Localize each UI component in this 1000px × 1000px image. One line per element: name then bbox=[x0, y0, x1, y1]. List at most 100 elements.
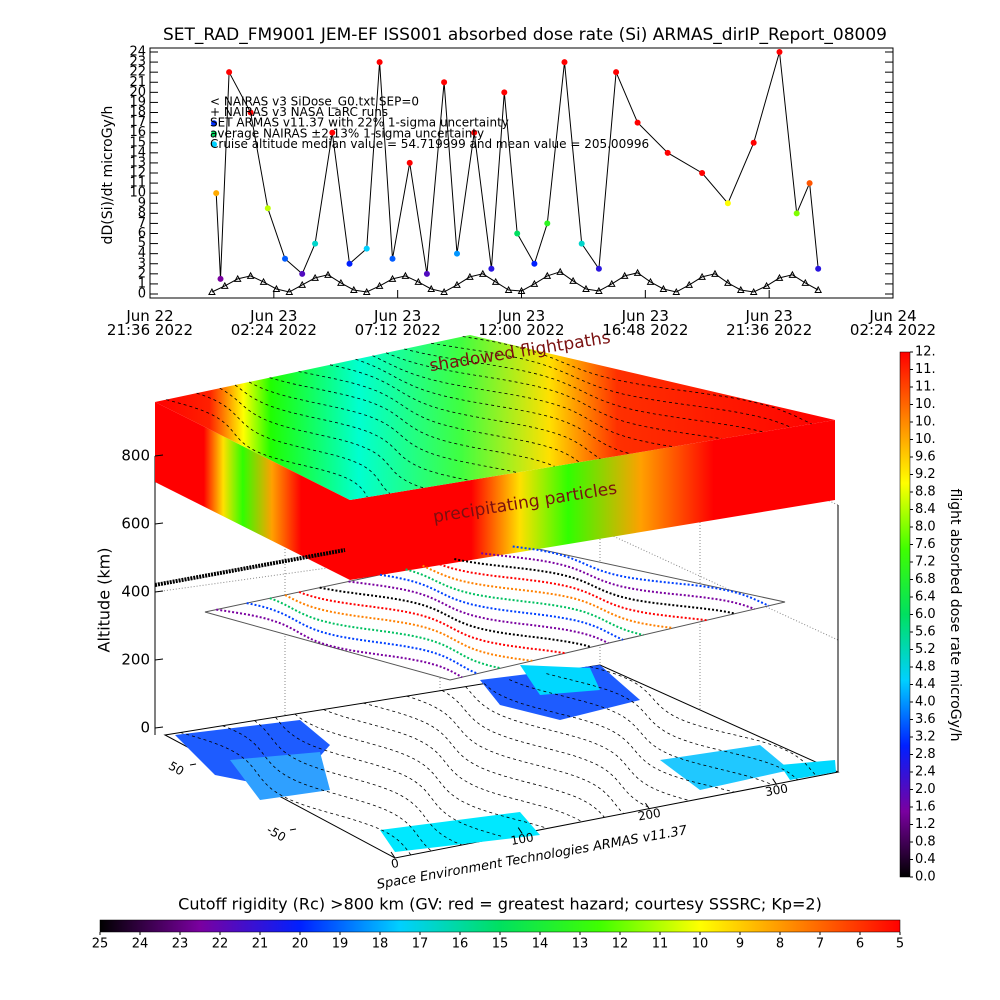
point bbox=[582, 284, 590, 292]
colorbar-tick-label: 12 bbox=[612, 937, 629, 952]
x-tick bbox=[772, 778, 778, 785]
y-tick-label: 14 bbox=[129, 145, 146, 160]
z-tick-label: 200 bbox=[121, 651, 150, 669]
point bbox=[376, 59, 383, 66]
colorbar-tick-label: 7 bbox=[816, 937, 824, 952]
flight-path bbox=[219, 387, 424, 489]
y-tick-label: 21 bbox=[129, 75, 146, 90]
flight-path bbox=[422, 564, 674, 629]
flight-path bbox=[483, 683, 735, 793]
point bbox=[466, 272, 474, 280]
point bbox=[414, 277, 423, 285]
y-tick-label: 24 bbox=[129, 45, 146, 60]
point bbox=[736, 285, 745, 293]
y-tick-label: 5 bbox=[138, 236, 146, 251]
z-tick-label: 400 bbox=[121, 583, 150, 601]
y-tick-label: 19 bbox=[129, 95, 146, 110]
point bbox=[724, 200, 731, 207]
colorbar-tick-label: 11 bbox=[652, 937, 669, 952]
point bbox=[491, 277, 500, 285]
point bbox=[659, 284, 668, 292]
y-tick-label: 3 bbox=[138, 256, 146, 271]
x-tick-label: 0 bbox=[390, 856, 400, 871]
x-tick-label: Jun 23 12:00 2022 bbox=[478, 307, 564, 339]
flight-path bbox=[166, 399, 368, 498]
colorbar-tick-label: 10. bbox=[915, 415, 936, 430]
colorbar-tick-label: 12. bbox=[915, 345, 936, 360]
flight-path bbox=[298, 591, 566, 655]
colorbar-tick-label: 3.6 bbox=[915, 712, 936, 727]
x-tick-label: 100 bbox=[510, 830, 535, 848]
z-tick-label: 600 bbox=[121, 515, 150, 533]
colorbar-tick-label: 0.0 bbox=[915, 870, 936, 885]
point bbox=[471, 129, 478, 136]
flight-path bbox=[372, 355, 674, 448]
flight-path bbox=[406, 695, 624, 814]
colorbar-tick-label: 0.4 bbox=[915, 852, 936, 867]
point bbox=[389, 255, 396, 262]
colorbar-tick-label: 0.8 bbox=[915, 835, 936, 850]
point bbox=[337, 278, 345, 286]
colorbar-tick-label: 4.8 bbox=[915, 660, 936, 675]
flight-path bbox=[269, 377, 555, 467]
point bbox=[282, 255, 289, 262]
point bbox=[478, 269, 487, 277]
colorbar-tick-label: 16 bbox=[452, 937, 469, 952]
flight-path bbox=[454, 558, 736, 615]
colorbar-tick-label: 8.8 bbox=[915, 485, 936, 500]
point bbox=[664, 149, 671, 156]
colorbar-tick-label: 7.2 bbox=[915, 555, 936, 570]
colorbar-tick-label: 7.6 bbox=[915, 537, 936, 552]
point bbox=[724, 278, 732, 286]
colorbar-tick-label: 2.4 bbox=[915, 765, 936, 780]
point bbox=[620, 271, 629, 279]
point bbox=[750, 139, 757, 146]
colorbar-tick-label: 9 bbox=[736, 937, 744, 952]
point bbox=[607, 279, 616, 287]
flight-path bbox=[275, 716, 505, 838]
ground-track bbox=[154, 548, 346, 587]
x-tick-label: 300 bbox=[764, 781, 789, 799]
x-tick bbox=[390, 851, 396, 859]
point bbox=[504, 285, 513, 293]
point bbox=[501, 89, 508, 96]
y-tick-label: 50 bbox=[166, 759, 186, 779]
colorbar-tick-label: 6 bbox=[856, 937, 864, 952]
flight-path bbox=[405, 568, 644, 636]
flight-path bbox=[246, 602, 478, 675]
flight-path bbox=[465, 686, 691, 802]
land-patches bbox=[175, 665, 836, 852]
point bbox=[272, 284, 281, 292]
point bbox=[401, 271, 410, 279]
x-tick-label: Jun 22 21:36 2022 bbox=[107, 307, 193, 339]
y-tick-label: 10 bbox=[129, 186, 146, 201]
point bbox=[672, 287, 681, 295]
colorbar-tick-label: 17 bbox=[412, 937, 429, 952]
legend-entry: average NAIRAS ±2.13% 1-sigma uncertaint… bbox=[210, 126, 484, 140]
point bbox=[220, 281, 229, 289]
point bbox=[776, 49, 783, 55]
flight-path bbox=[385, 352, 722, 440]
colorbar-tick-label: 24 bbox=[132, 937, 149, 952]
z-tick-label: 0 bbox=[140, 719, 150, 737]
point bbox=[264, 205, 271, 212]
z-tick bbox=[154, 454, 164, 457]
colorbar-title: Cutoff rigidity (Rc) >800 km (GV: red = … bbox=[178, 895, 822, 914]
colorbar-tick-label: 10 bbox=[692, 937, 709, 952]
point bbox=[299, 270, 306, 277]
flight-path bbox=[348, 580, 609, 644]
colorbar bbox=[899, 351, 911, 878]
flight-path bbox=[363, 702, 605, 818]
flight-path bbox=[481, 552, 755, 611]
colorbar-tick-label: 13 bbox=[572, 937, 589, 952]
y-tick-label: 8 bbox=[138, 206, 146, 221]
flight-path bbox=[441, 690, 651, 809]
colorbar-tick-label: 19 bbox=[332, 937, 349, 952]
point bbox=[324, 270, 332, 278]
point bbox=[634, 119, 641, 126]
point bbox=[531, 260, 538, 267]
colorbar-tick-label: 21 bbox=[252, 937, 269, 952]
y-tick-label: 9 bbox=[138, 196, 146, 211]
flight-path bbox=[319, 586, 592, 649]
x-tick-label: Jun 23 21:36 2022 bbox=[726, 307, 812, 339]
